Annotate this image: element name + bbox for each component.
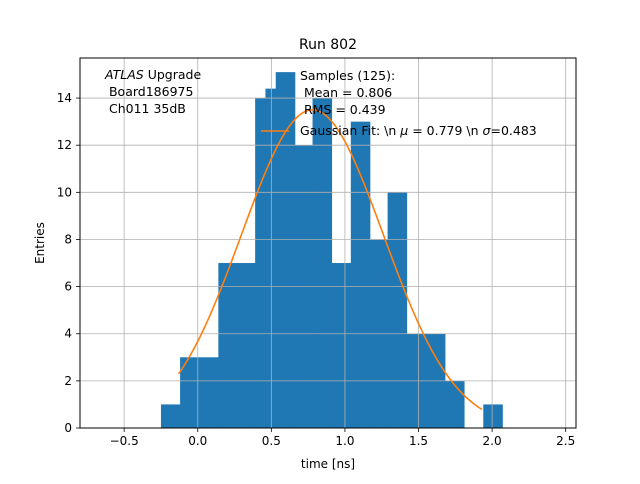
- y-tick-label: 2: [64, 374, 72, 388]
- gaussian-fit-curve: [177, 109, 483, 411]
- histogram-bar: [255, 98, 266, 429]
- histogram-bar: [312, 98, 333, 429]
- y-tick-label: 10: [57, 185, 72, 199]
- board-label: Board186975: [105, 84, 193, 99]
- histogram-bar: [331, 263, 352, 428]
- y-tick-label: 6: [64, 280, 72, 294]
- x-tick-label: 2.0: [483, 434, 502, 448]
- y-tick-label: 4: [64, 327, 72, 341]
- legend-fit-label: Gaussian Fit: \n μ = 0.779 \n σ=0.483: [300, 123, 537, 138]
- histogram-bar: [387, 192, 408, 428]
- histogram-bar: [180, 357, 199, 428]
- legend-fit-mid: = 0.779 \n: [408, 123, 482, 138]
- x-tick-label: −0.5: [110, 434, 139, 448]
- x-tick-label: 0.5: [262, 434, 281, 448]
- x-tick-label: 0.0: [188, 434, 207, 448]
- legend-fit-sigma: σ: [483, 123, 492, 138]
- x-axis-label: time [ns]: [301, 457, 355, 471]
- histogram-bar: [483, 404, 503, 428]
- gaussian-fit: [80, 58, 576, 429]
- rms-label: RMS = 0.439: [300, 102, 386, 117]
- experiment-suffix: Upgrade: [144, 67, 202, 82]
- histogram-bar: [275, 72, 296, 428]
- y-axis-label: Entries: [33, 222, 47, 264]
- y-tick-label: 0: [64, 421, 72, 435]
- chart-title: Run 802: [299, 37, 357, 53]
- histogram-bar: [265, 88, 277, 429]
- x-tick-label: 1.5: [409, 434, 428, 448]
- legend-fit-mu: μ: [399, 123, 408, 138]
- plot-frame: [79, 57, 577, 429]
- histogram-bar: [197, 357, 219, 428]
- histogram-bar: [445, 380, 465, 428]
- histogram-bar: [350, 121, 371, 429]
- axis-ticks: −0.5 0.0 0.5 1.0 1.5 2.0 2.5 0 2 4 6 8 10 12 14: [57, 91, 576, 448]
- y-tick-label: 14: [57, 91, 72, 105]
- mean-label: Mean = 0.806: [300, 85, 392, 100]
- y-tick-label: 12: [57, 138, 72, 152]
- histogram-bar: [218, 263, 256, 428]
- samples-label: Samples (125):: [300, 68, 395, 83]
- legend-fit-suffix: =0.483: [490, 123, 536, 138]
- experiment-label: ATLAS Upgrade: [104, 67, 201, 82]
- x-tick-label: 2.5: [556, 434, 575, 448]
- y-tick-label: 8: [64, 232, 72, 246]
- legend-fit-prefix: Gaussian Fit: \n: [300, 123, 400, 138]
- channel-label: Ch011 35dB: [105, 101, 186, 116]
- experiment-name: ATLAS: [104, 67, 144, 82]
- histogram-bar: [160, 404, 181, 428]
- x-tick-label: 1.0: [335, 434, 354, 448]
